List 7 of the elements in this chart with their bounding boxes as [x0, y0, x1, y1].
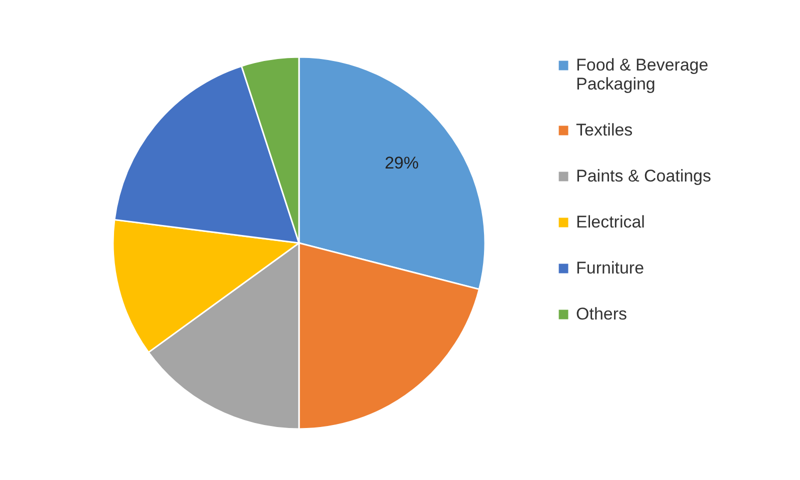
legend-label: Paints & Coatings [576, 166, 712, 186]
legend-label: Textiles [576, 120, 633, 140]
legend-label: Furniture [576, 258, 644, 278]
legend-label: Others [576, 304, 628, 324]
legend-label: Food & Beverage Packaging [576, 56, 708, 94]
legend-label: Electrical [576, 212, 645, 232]
data-label: 29% [384, 153, 419, 172]
